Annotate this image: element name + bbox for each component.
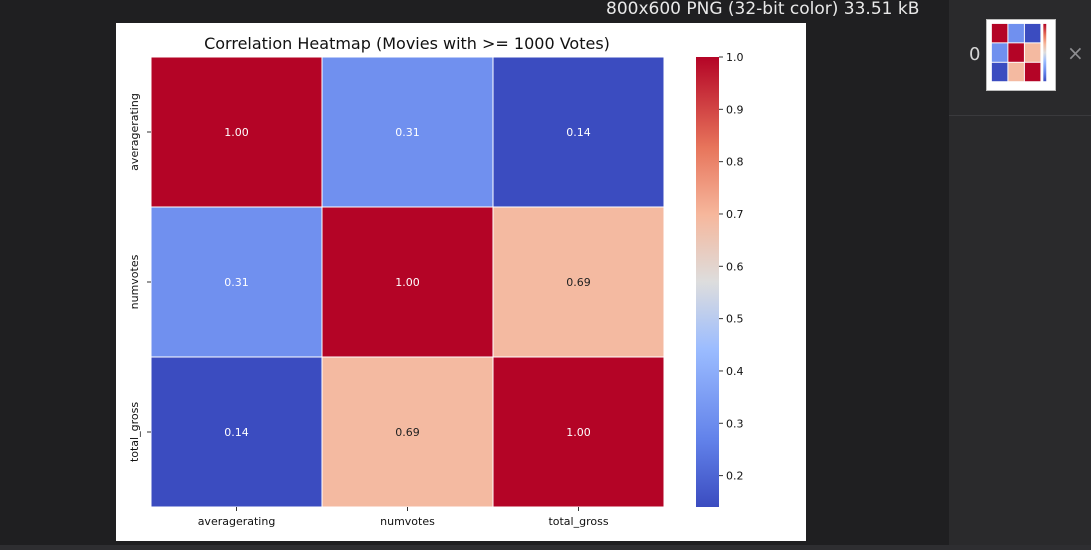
thumbnail-colorbar (1043, 23, 1047, 82)
thumbnail-cell (1008, 23, 1024, 43)
heatmap-cell (150, 206, 323, 358)
thumbnail-panel: 0 × (949, 0, 1091, 550)
thumbnail-item[interactable]: 0 × (949, 0, 1091, 116)
heatmap-cell-label: 0.69 (395, 426, 420, 439)
heatmap-cell-label: 0.31 (395, 126, 420, 139)
colorbar-tick-label: 0.9 (726, 103, 744, 116)
heatmap-cell-label: 0.14 (566, 126, 591, 139)
colorbar-tick-label: 0.4 (726, 365, 744, 378)
heatmap-cell-label: 0.31 (224, 276, 249, 289)
thumbnail-image[interactable] (986, 19, 1056, 91)
heatmap-cell-label: 1.00 (395, 276, 420, 289)
colorbar-tick-label: 0.6 (726, 260, 744, 273)
image-canvas[interactable]: Correlation Heatmap (Movies with >= 1000… (116, 23, 806, 541)
thumbnail-index: 0 (969, 44, 981, 65)
x-tick-label: total_gross (548, 515, 608, 528)
thumbnail-cell (991, 43, 1008, 62)
colorbar-tick-label: 0.5 (726, 313, 744, 326)
chart-title: Correlation Heatmap (Movies with >= 1000… (204, 34, 610, 53)
heatmap-cell-label: 0.14 (224, 426, 249, 439)
thumbnail-heatmap-preview (991, 23, 1047, 82)
y-tick-label: averagerating (128, 93, 141, 171)
thumbnail-cell (1008, 43, 1024, 62)
colorbar-tick-label: 0.8 (726, 156, 744, 169)
image-info-label: 800x600 PNG (32-bit color) 33.51 kB (606, 0, 920, 19)
colorbar-tick-label: 0.7 (726, 208, 744, 221)
image-viewer: 800x600 PNG (32-bit color) 33.51 kB Corr… (116, 0, 920, 541)
heatmap-cell-label: 0.69 (566, 276, 591, 289)
heatmap-cell-label: 1.00 (224, 126, 249, 139)
y-tick-label: numvotes (128, 254, 141, 309)
bottom-bar (0, 545, 1091, 550)
y-tick-label: total_gross (128, 402, 141, 462)
colorbar-tick-label: 0.3 (726, 417, 744, 430)
close-icon[interactable]: × (1067, 41, 1084, 65)
thumbnail-cell (1024, 23, 1041, 43)
heatmap-cell (492, 56, 665, 208)
heatmap-cell (321, 206, 494, 358)
heatmap-cell (321, 56, 494, 208)
thumbnail-cell (991, 23, 1008, 43)
heatmap-cell (150, 356, 323, 508)
heatmap-cell (492, 206, 665, 358)
thumbnail-cell (1008, 62, 1024, 82)
heatmap-cell-label: 1.00 (566, 426, 591, 439)
colorbar-tick-label: 0.2 (726, 470, 744, 483)
heatmap-cell (321, 356, 494, 508)
correlation-heatmap-chart: Correlation Heatmap (Movies with >= 1000… (128, 34, 744, 528)
thumbnail-cell (1024, 43, 1041, 62)
colorbar (696, 57, 719, 507)
heatmap-cell (150, 56, 323, 208)
x-tick-label: numvotes (380, 515, 435, 528)
x-tick-label: averagerating (198, 515, 276, 528)
thumbnail-cell (991, 62, 1008, 82)
colorbar-tick-label: 1.0 (726, 51, 744, 64)
thumbnail-cell (1024, 62, 1041, 82)
